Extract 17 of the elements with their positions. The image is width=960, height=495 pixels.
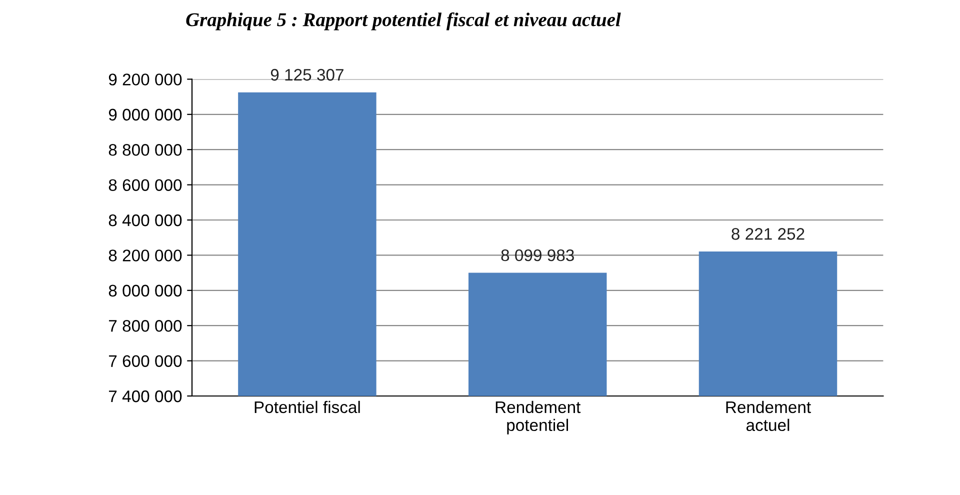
y-tick-label: 9 000 000	[108, 108, 182, 121]
y-tick-label: 8 400 000	[108, 214, 182, 226]
y-tick-label: 8 000 000	[108, 284, 182, 297]
y-tick-label: 9 200 000	[108, 74, 182, 86]
y-tick-label: 8 800 000	[108, 144, 182, 156]
data-label: 8 221 252	[732, 228, 804, 240]
y-tick-label: 7 800 000	[108, 320, 182, 332]
y-tick-label: 7 600 000	[108, 355, 182, 368]
data-label: 8 099 983	[501, 249, 574, 262]
y-tick-label: 8 600 000	[108, 179, 182, 192]
data-label: 9 125 307	[270, 68, 344, 81]
y-tick-label: 8 200 000	[108, 250, 182, 262]
x-tick-label: Potentiel fiscal	[254, 400, 360, 414]
y-tick-label: 7 400 000	[108, 390, 182, 402]
chart-title: Graphique 5 : Rapport potentiel fiscal et niveau actuel	[186, 12, 621, 30]
x-tick-label: Rendement potentiel	[496, 400, 581, 434]
x-tick-label: Rendement actuel	[726, 400, 811, 432]
